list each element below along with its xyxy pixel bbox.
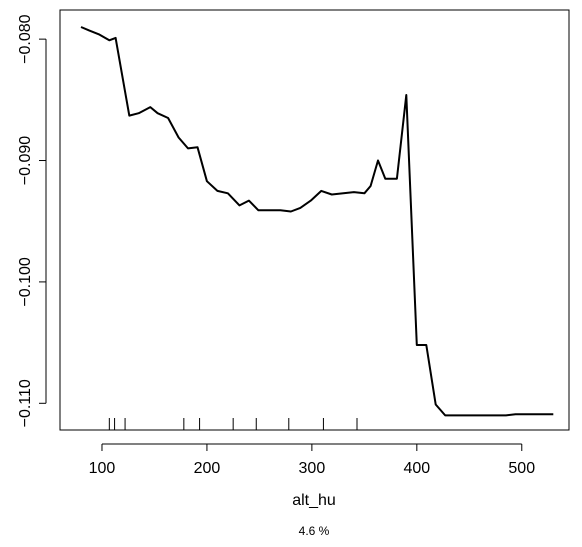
x-tick-label: 500 <box>508 460 535 477</box>
x-tick-label: 400 <box>403 460 430 477</box>
y-axis: −0.080 −0.090 −0.100 −0.110 <box>17 14 47 427</box>
rug-marks <box>108 418 358 430</box>
series-line <box>80 26 554 417</box>
plot-frame <box>59 9 570 431</box>
y-tick-label: −0.080 <box>17 14 34 63</box>
x-tick-label: 100 <box>89 460 116 477</box>
x-tick-label: 200 <box>194 460 221 477</box>
x-axis-title: alt_hu <box>292 492 336 509</box>
y-tick-label: −0.090 <box>17 136 34 185</box>
chart-subtitle: 4.6 % <box>299 524 330 538</box>
y-tick-label: −0.100 <box>17 257 34 306</box>
x-tick-label: 300 <box>299 460 326 477</box>
x-axis: 100 200 300 400 500 <box>89 443 535 477</box>
y-tick-label: −0.110 <box>17 379 34 427</box>
